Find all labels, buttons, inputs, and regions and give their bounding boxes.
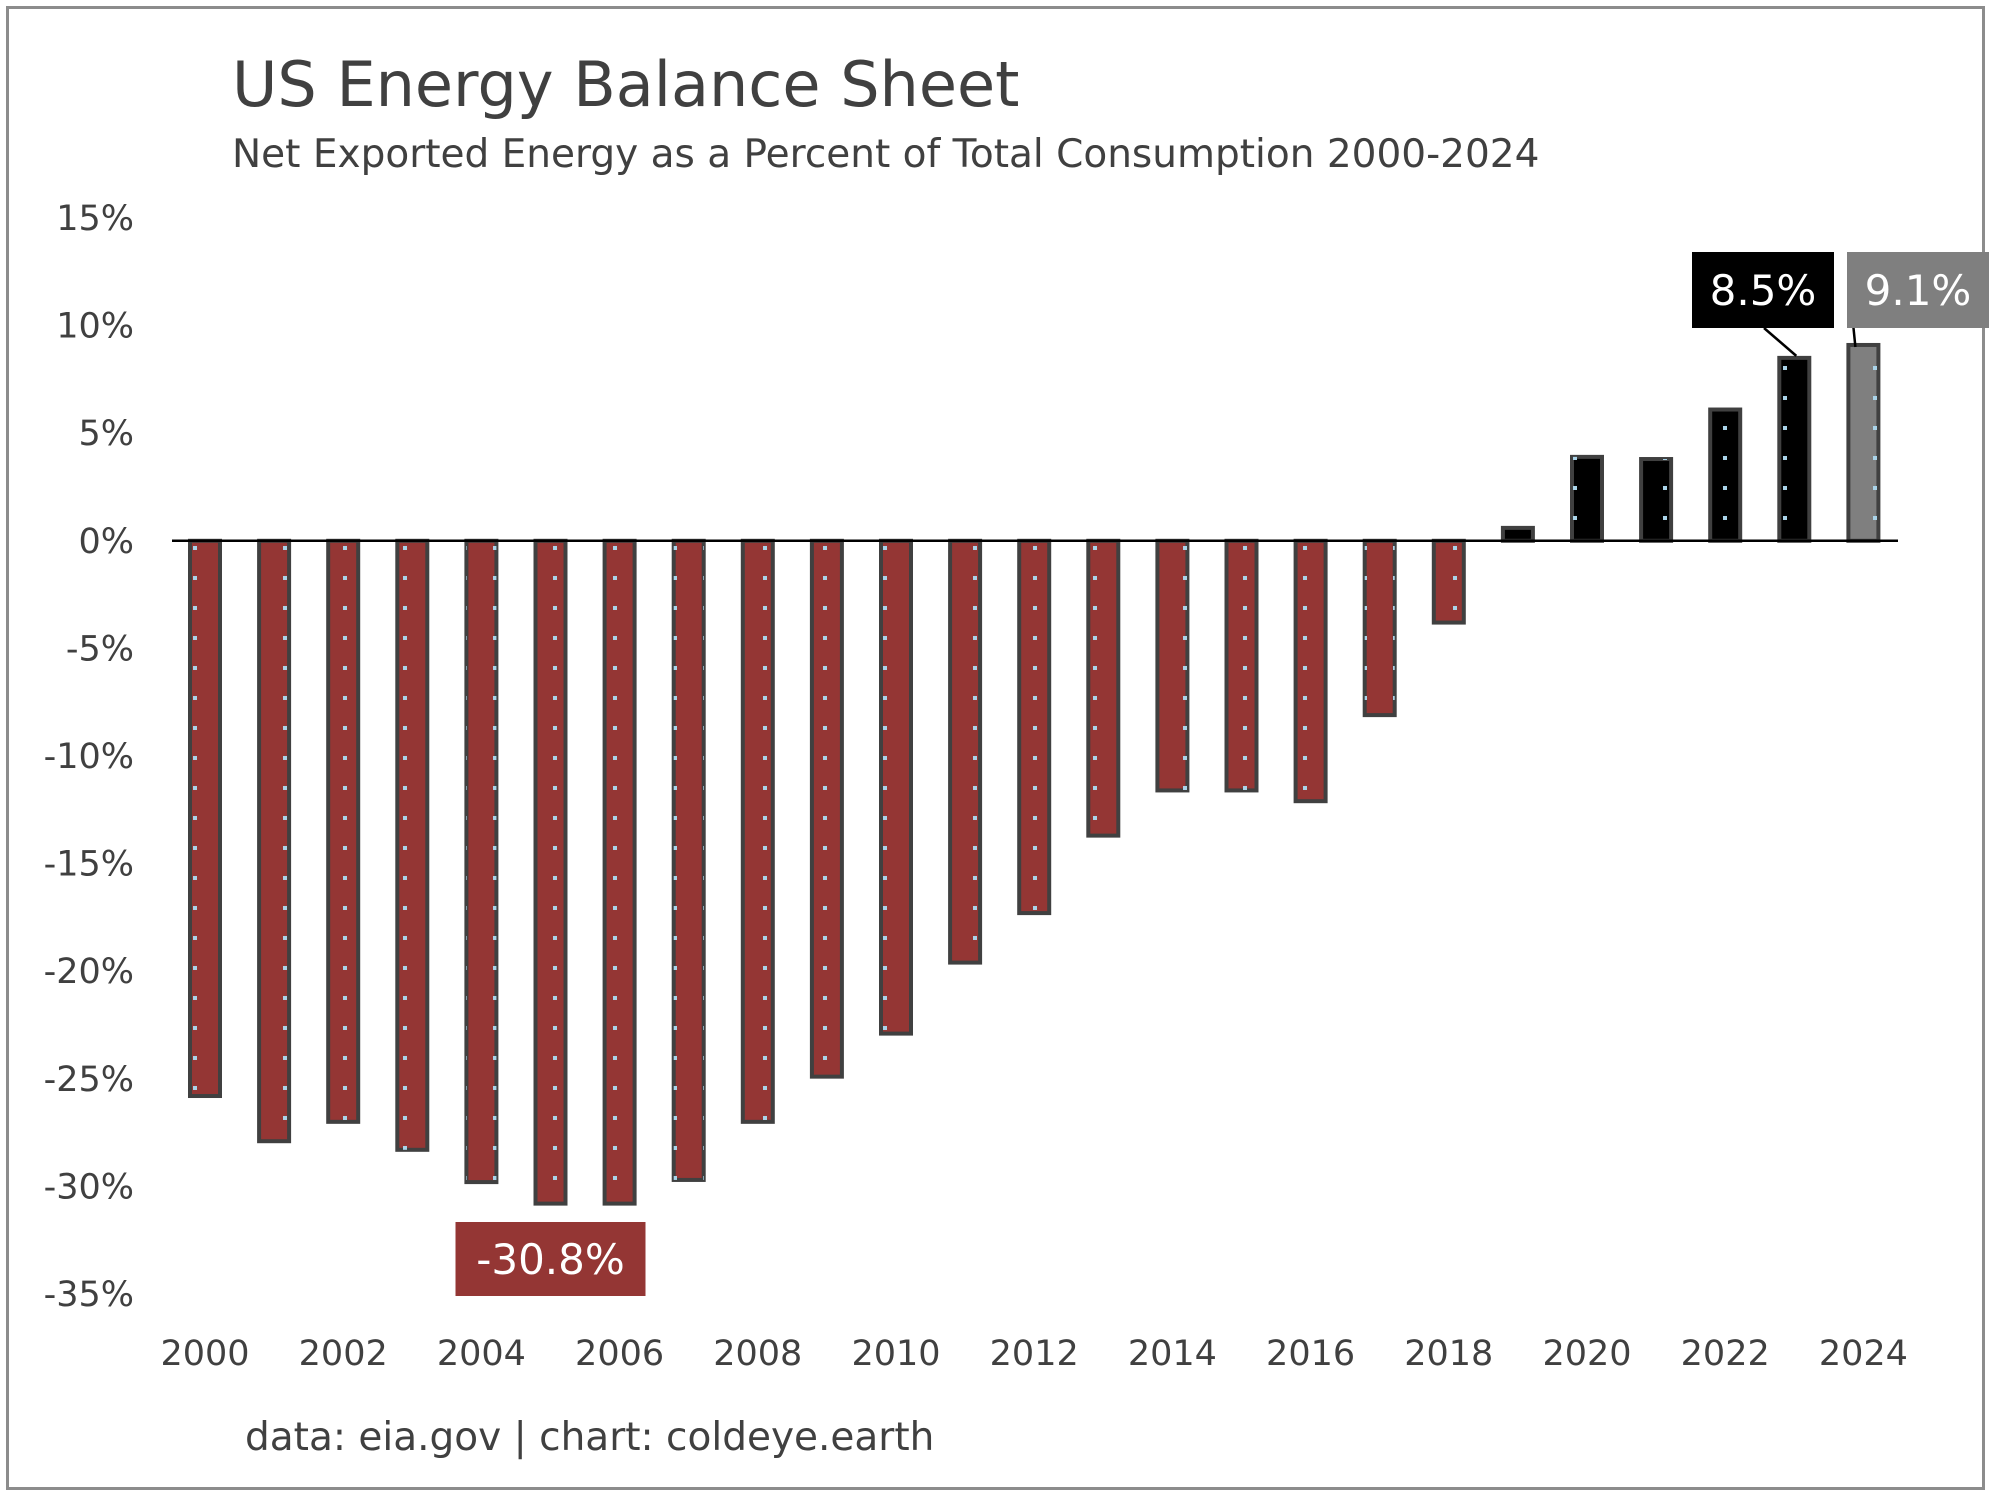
bar-dots-2010 xyxy=(881,540,911,1034)
bar-2024 xyxy=(1846,342,1881,543)
bar-2022 xyxy=(1708,407,1743,543)
bar-2002 xyxy=(326,538,361,1124)
bars-layer xyxy=(188,342,1881,1206)
bar-dots-2008 xyxy=(742,540,773,1122)
x-tick-label: 2004 xyxy=(437,1334,526,1374)
x-tick-label: 2016 xyxy=(1266,1334,1355,1374)
y-tick-label: 15% xyxy=(56,199,134,239)
annotation-box xyxy=(455,1222,646,1296)
bar-2000 xyxy=(188,538,222,1099)
bar-dots-2001 xyxy=(259,540,290,1142)
y-tick-label: 5% xyxy=(78,414,134,454)
x-tick-label: 2024 xyxy=(1819,1334,1908,1374)
y-tick-label: -15% xyxy=(44,845,134,885)
bar-2008 xyxy=(740,538,775,1124)
bar-2021 xyxy=(1639,457,1674,543)
chart-title: US Energy Balance Sheet xyxy=(232,48,1020,121)
bar-dots-2011 xyxy=(950,540,981,963)
bar-dots-2014 xyxy=(1157,540,1188,791)
y-tick-label: -10% xyxy=(44,737,134,777)
bar-dots-2015 xyxy=(1226,540,1257,791)
bar-dots-2003 xyxy=(397,540,428,1150)
bar-dots-2020 xyxy=(1572,456,1602,541)
bar-2017 xyxy=(1362,538,1397,718)
bar-dots-2019 xyxy=(1502,527,1533,541)
annotation-box xyxy=(1692,252,1834,328)
bar-2006 xyxy=(602,538,637,1206)
y-tick-label: -35% xyxy=(44,1275,134,1315)
bar-dots-2000 xyxy=(190,540,220,1097)
annotation-label: 8.5% xyxy=(1710,266,1817,315)
bar-2018 xyxy=(1431,538,1466,625)
annotation-2005: -30.8% xyxy=(455,1222,646,1296)
bar-2007 xyxy=(671,538,706,1182)
x-tick-label: 2012 xyxy=(990,1334,1079,1374)
bar-2020 xyxy=(1570,454,1604,543)
x-tick-label: 2020 xyxy=(1542,1334,1631,1374)
bar-2014 xyxy=(1155,538,1190,793)
bar-dots-2024 xyxy=(1848,344,1879,541)
annotations-layer: -30.8% 8.5% 9.1% xyxy=(455,252,1989,1296)
bar-2016 xyxy=(1293,538,1328,804)
x-tick-label: 2014 xyxy=(1128,1334,1217,1374)
bar-dots-2006 xyxy=(604,540,635,1204)
y-tick-label: 10% xyxy=(56,307,134,347)
y-tick-label: -5% xyxy=(66,629,134,669)
annotation-label: -30.8% xyxy=(476,1235,625,1284)
y-tick-label: 0% xyxy=(78,522,134,562)
bar-2004 xyxy=(464,538,499,1185)
x-tick-label: 2006 xyxy=(575,1334,664,1374)
annotation-label: 9.1% xyxy=(1865,266,1972,315)
bar-dots-2016 xyxy=(1295,540,1326,802)
bar-2013 xyxy=(1086,538,1121,838)
y-tick-label: -20% xyxy=(44,952,134,992)
x-tick-label: 2010 xyxy=(851,1334,940,1374)
bar-dots-2017 xyxy=(1364,540,1395,716)
y-axis-tick-labels: 15% 10% 5% 0% -5% -10% -15% -20% -25% -30% -35% xyxy=(44,199,134,1315)
x-tick-label: 2000 xyxy=(160,1334,249,1374)
bar-2005 xyxy=(533,538,568,1206)
x-tick-label: 2008 xyxy=(713,1334,802,1374)
bar-dots-2018 xyxy=(1433,540,1464,623)
x-tick-label: 2022 xyxy=(1681,1334,1770,1374)
bar-dots-2023 xyxy=(1779,357,1810,541)
annotation-leader-line xyxy=(1763,327,1798,357)
source-credit: data: eia.gov | chart: coldeye.earth xyxy=(245,1415,935,1460)
bar-dots-2004 xyxy=(466,540,497,1183)
annotation-box xyxy=(1847,252,1989,328)
bar-dots-2013 xyxy=(1088,540,1119,836)
bar-dots-2007 xyxy=(673,540,704,1180)
bar-2010 xyxy=(879,538,913,1036)
bar-2019 xyxy=(1500,525,1535,543)
bar-2012 xyxy=(1017,538,1052,916)
bar-2015 xyxy=(1224,538,1259,793)
bar-dots-2009 xyxy=(811,540,842,1077)
x-tick-label: 2018 xyxy=(1404,1334,1493,1374)
bar-2003 xyxy=(395,538,430,1152)
x-tick-label: 2002 xyxy=(299,1334,388,1374)
bar-dots-2012 xyxy=(1019,540,1050,914)
bar-dots-2002 xyxy=(328,540,359,1122)
chart-subtitle: Net Exported Energy as a Percent of Tota… xyxy=(232,132,1540,177)
bar-dots-2005 xyxy=(535,540,566,1204)
x-axis-tick-labels: 2000 2002 2004 2006 2008 2010 2012 2014 2016 2018… xyxy=(160,1334,1907,1374)
y-tick-label: -30% xyxy=(44,1167,134,1207)
y-tick-label: -25% xyxy=(44,1060,134,1100)
bar-dots-2021 xyxy=(1641,459,1672,541)
bar-dots-2022 xyxy=(1710,409,1741,541)
annotation-2024: 9.1% xyxy=(1847,252,1989,348)
bar-2011 xyxy=(948,538,983,965)
bar-2009 xyxy=(809,538,844,1079)
annotation-2023: 8.5% xyxy=(1692,252,1834,357)
bar-2023 xyxy=(1777,355,1812,543)
bar-2001 xyxy=(257,538,292,1144)
